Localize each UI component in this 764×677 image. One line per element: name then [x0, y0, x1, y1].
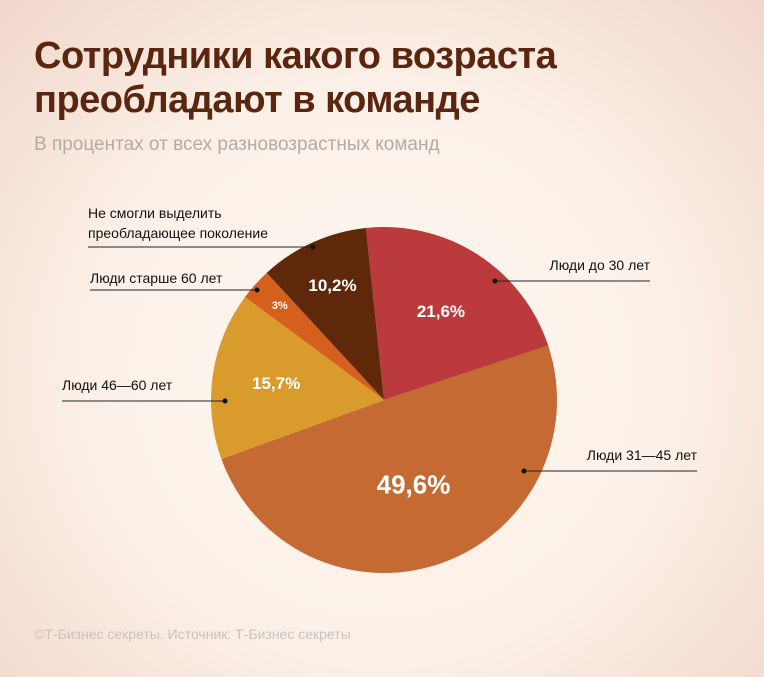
chart-subtitle: В процентах от всех разновозрастных кома…	[34, 134, 440, 155]
legend-label: Не смогли выделить преобладающее поколен…	[88, 205, 268, 241]
legend-label: Люди 31—45 лет	[586, 447, 697, 463]
leader-dot	[492, 278, 498, 284]
leader-dot	[521, 468, 527, 474]
legend-label: Люди до 30 лет	[549, 257, 650, 273]
value-label: 10,2%	[308, 276, 357, 296]
legend-label: Люди 46—60 лет	[62, 377, 173, 393]
pie-slice	[365, 227, 549, 400]
value-label: 15,7%	[252, 374, 301, 394]
leader-dot	[254, 287, 260, 293]
pie-slice	[210, 297, 384, 459]
value-label: 21,6%	[416, 301, 466, 321]
pie-slice	[266, 227, 384, 400]
footer: ©Т-Бизнес секреты. Источник: Т-Бизнес се…	[34, 626, 351, 642]
leader-dot	[222, 398, 228, 404]
value-label: 3%	[271, 300, 288, 313]
leader-dot	[310, 244, 316, 250]
pie-slice	[244, 272, 384, 400]
value-label: 49,6%	[376, 469, 451, 500]
pie-slice	[221, 345, 557, 573]
chart-title: Сотрудники какого возраста преобладают в…	[34, 35, 557, 121]
legend-label: Люди старше 60 лет	[90, 270, 223, 286]
